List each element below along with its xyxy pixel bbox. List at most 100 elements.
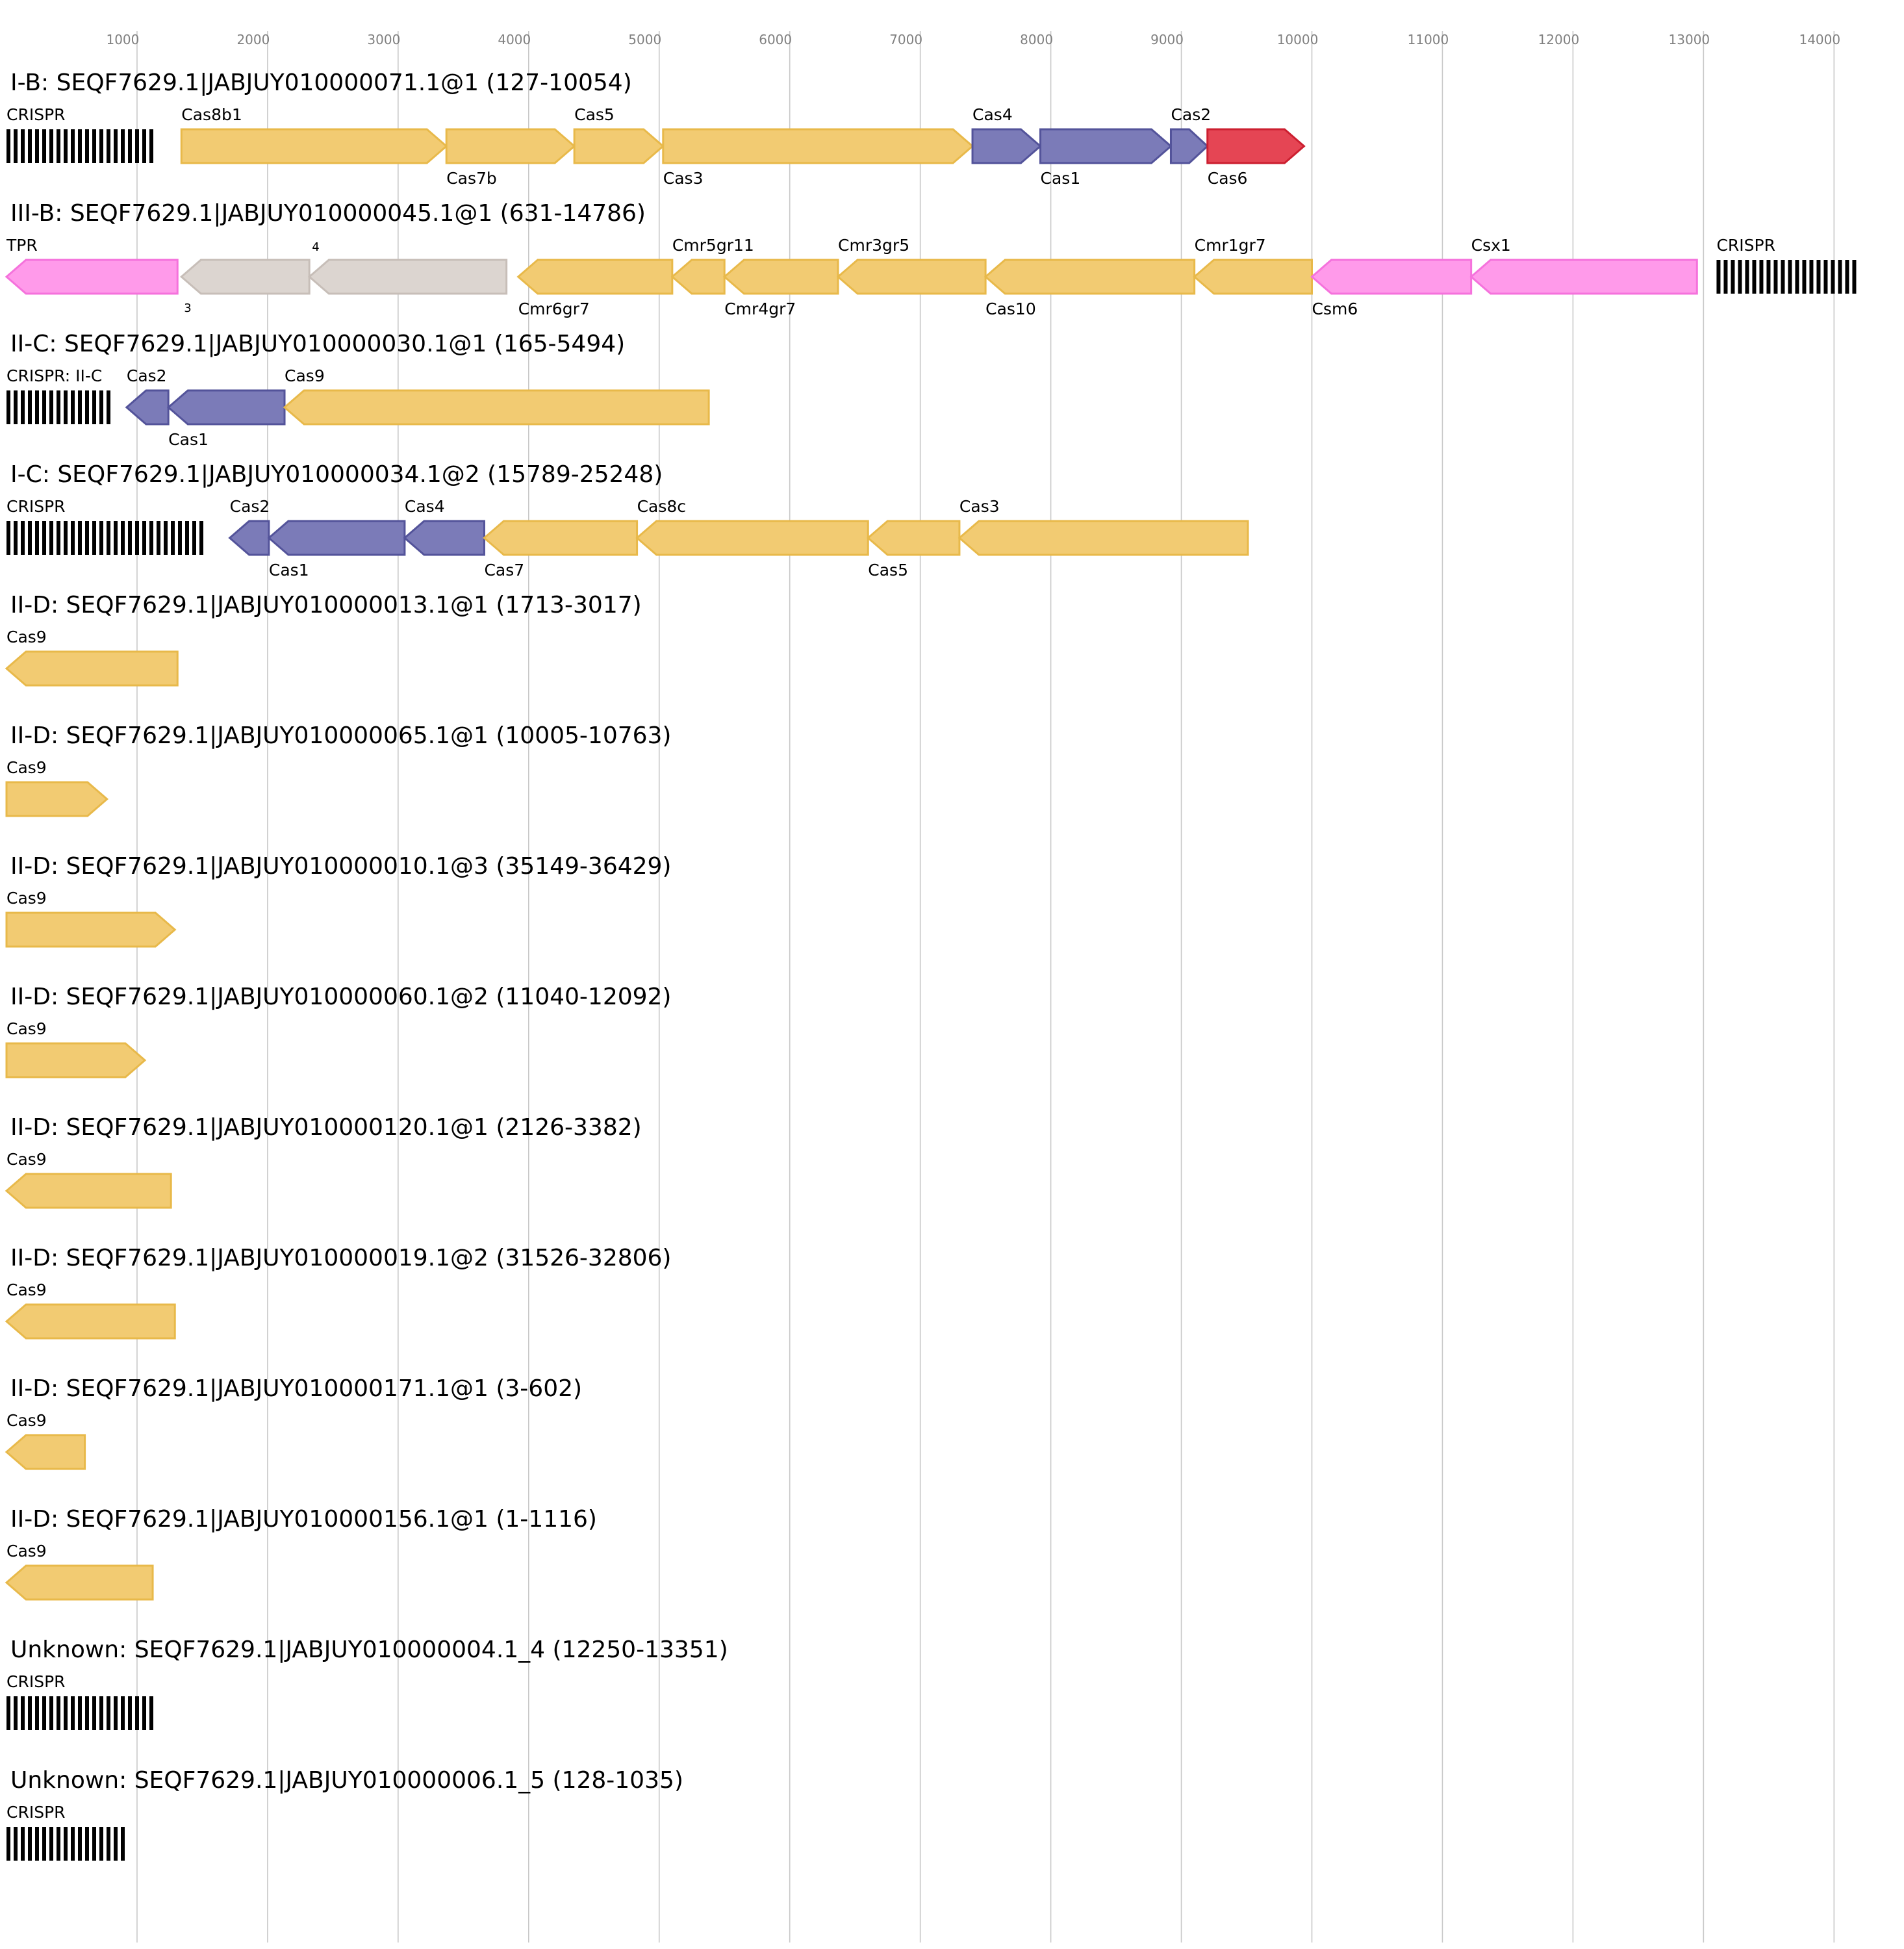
gene-label: Csm6 <box>1312 299 1358 318</box>
crispr-label: CRISPR <box>6 1672 66 1691</box>
gene-arrow <box>1469 259 1698 295</box>
crispr-repeat <box>99 129 103 163</box>
locus-title: III-B: SEQF7629.1|JABJUY010000045.1@1 (6… <box>10 200 646 227</box>
crispr-repeat <box>1795 260 1799 294</box>
tick-label: 12000 <box>1538 32 1580 47</box>
locus-row: II-D: SEQF7629.1|JABJUY010000060.1@2 (11… <box>5 984 671 1078</box>
gene-arrow-group: 4 <box>307 240 508 295</box>
crispr-repeat <box>49 129 53 163</box>
gene-arrow <box>307 259 508 295</box>
crispr-repeat <box>99 1827 103 1861</box>
crispr-repeat <box>21 1827 25 1861</box>
gene-label: Cas1 <box>269 561 309 580</box>
gene-arrow <box>1169 128 1209 164</box>
locus-row: II-D: SEQF7629.1|JABJUY010000065.1@1 (10… <box>5 722 671 817</box>
crispr-repeat <box>185 521 189 555</box>
gene-arrow-group: Cas5 <box>573 105 665 164</box>
gene-label: Cmr4gr7 <box>724 299 796 318</box>
locus-row: II-C: SEQF7629.1|JABJUY010000030.1@1 (16… <box>6 331 710 449</box>
gene-arrow <box>166 389 286 426</box>
crispr-repeat <box>85 1696 89 1730</box>
crispr-repeat <box>114 1696 118 1730</box>
gene-arrow <box>866 520 961 556</box>
gene-label: Cas9 <box>6 758 47 777</box>
gene-arrow <box>984 259 1196 295</box>
crispr-repeat <box>6 1827 10 1861</box>
crispr-repeat <box>28 390 32 424</box>
gene-label: Cas9 <box>285 366 325 385</box>
crispr-array: CRISPR <box>6 105 153 163</box>
gene-arrow-group: Cas3 <box>662 128 974 188</box>
gene-arrow <box>635 520 869 556</box>
gene-label: Cas9 <box>6 889 47 908</box>
crispr-repeat <box>92 390 96 424</box>
crispr-repeat <box>1845 260 1849 294</box>
gene-arrow-group: Cas7 <box>483 520 639 580</box>
crispr-repeat <box>99 1696 103 1730</box>
crispr-repeat <box>121 129 125 163</box>
crispr-repeat <box>35 1827 39 1861</box>
tick-label: 13000 <box>1669 32 1710 47</box>
crispr-array: CRISPR: II-C <box>6 366 110 424</box>
crispr-repeats <box>6 390 110 424</box>
gene-arrow <box>958 520 1249 556</box>
crispr-repeat <box>149 129 153 163</box>
crispr-repeat <box>1802 260 1807 294</box>
gene-arrow-group: Cmr6gr7 <box>516 259 674 318</box>
gene-label: Cas1 <box>1041 169 1081 188</box>
crispr-repeat <box>157 521 160 555</box>
crispr-repeat <box>64 521 68 555</box>
gene-arrow <box>5 650 179 687</box>
locus-row: II-D: SEQF7629.1|JABJUY010000171.1@1 (3-… <box>5 1375 582 1470</box>
gene-arrow <box>483 520 639 556</box>
locus-title: Unknown: SEQF7629.1|JABJUY010000006.1_5 … <box>10 1767 683 1794</box>
gene-arrow-group: Cas9 <box>5 628 179 687</box>
crispr-repeat <box>92 129 96 163</box>
gene-arrow <box>5 1042 147 1078</box>
gene-arrow <box>1206 128 1306 164</box>
gene-arrow-group: Cas9 <box>5 1542 154 1601</box>
crispr-repeat <box>121 1827 125 1861</box>
crispr-repeat <box>42 1827 46 1861</box>
crispr-label: CRISPR <box>1716 236 1775 255</box>
gene-arrow-group: Cas9 <box>5 1411 86 1470</box>
crispr-repeat <box>64 1696 68 1730</box>
gene-arrow-group: Cas9 <box>5 889 177 948</box>
gene-arrow <box>1039 128 1173 164</box>
crispr-array: CRISPR <box>1716 236 1857 294</box>
crispr-repeat <box>71 129 75 163</box>
crispr-repeat <box>1831 260 1835 294</box>
gene-arrow-group: Cas9 <box>5 1019 147 1078</box>
gene-label: Cas6 <box>1208 169 1248 188</box>
crispr-repeat <box>6 390 10 424</box>
locus-title: II-D: SEQF7629.1|JABJUY010000019.1@2 (31… <box>10 1245 671 1271</box>
gene-arrow-group: TPR <box>5 236 179 295</box>
tick-label: 2000 <box>236 32 270 47</box>
crispr-repeat <box>1731 260 1735 294</box>
gene-arrow <box>445 128 576 164</box>
gene-arrow <box>722 259 839 295</box>
crispr-label: CRISPR: II-C <box>6 366 102 385</box>
gene-label: 4 <box>312 240 319 254</box>
gene-arrow-group: Cas2 <box>125 366 170 426</box>
gene-label: Cas9 <box>6 1542 47 1560</box>
crispr-repeat <box>142 1696 146 1730</box>
crispr-repeat <box>14 390 18 424</box>
gene-label: Cas8c <box>637 497 686 516</box>
crispr-repeat <box>49 521 53 555</box>
crispr-repeat <box>128 129 132 163</box>
crispr-repeat <box>99 390 103 424</box>
locus-row: Unknown: SEQF7629.1|JABJUY010000004.1_4 … <box>6 1637 728 1730</box>
crispr-repeat <box>28 521 32 555</box>
crispr-repeat <box>107 521 110 555</box>
gene-arrow-group: Cmr4gr7 <box>722 259 839 318</box>
gene-arrow <box>5 1564 154 1601</box>
crispr-repeat <box>64 129 68 163</box>
gene-label: Cas10 <box>985 299 1036 318</box>
gene-arrow-group: Cas4 <box>971 105 1042 164</box>
crispr-repeat <box>1838 260 1842 294</box>
tick-label: 8000 <box>1020 32 1053 47</box>
gene-arrow <box>516 259 674 295</box>
locus-row: Unknown: SEQF7629.1|JABJUY010000006.1_5 … <box>6 1767 683 1861</box>
crispr-repeats <box>6 1827 125 1861</box>
